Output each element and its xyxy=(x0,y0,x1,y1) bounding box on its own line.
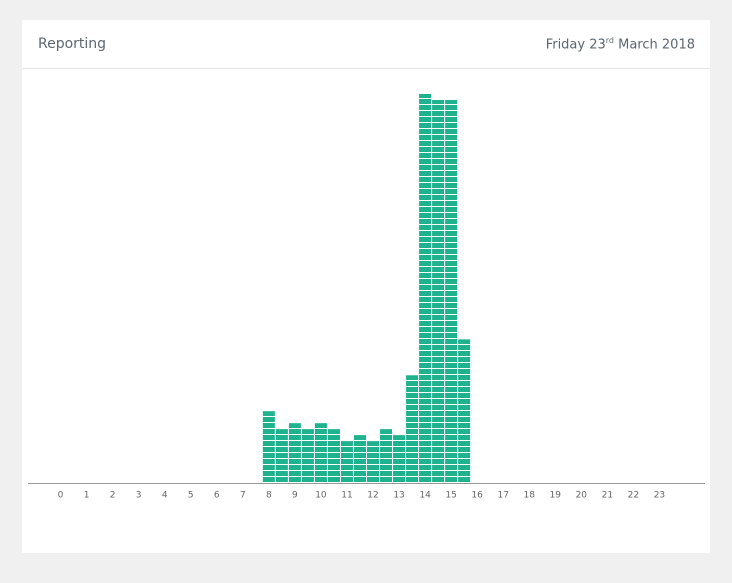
date-month-year: March 2018 xyxy=(618,37,695,53)
x-tick-label: 2 xyxy=(110,491,116,501)
x-tick-label: 0 xyxy=(58,491,64,501)
bar xyxy=(262,411,275,483)
bar xyxy=(353,435,366,483)
x-tick-label: 19 xyxy=(550,491,562,501)
x-tick-label: 7 xyxy=(240,491,246,501)
x-tick-label: 11 xyxy=(341,491,352,501)
x-tick-label: 23 xyxy=(654,491,665,501)
x-tick-label: 15 xyxy=(445,491,456,501)
x-tick-label: 3 xyxy=(136,491,142,501)
x-tick-label: 18 xyxy=(524,491,536,501)
x-tick-label: 16 xyxy=(471,491,483,501)
x-tick-label: 10 xyxy=(315,491,327,501)
x-tick-label: 22 xyxy=(628,491,639,501)
x-tick-label: 8 xyxy=(266,491,272,501)
x-tick-label: 21 xyxy=(602,491,613,501)
bar xyxy=(445,99,458,483)
bar xyxy=(380,429,393,483)
x-tick-label: 5 xyxy=(188,491,194,501)
date: Friday 23rd March 2018 xyxy=(546,36,695,52)
bar xyxy=(288,423,301,483)
x-tick-label: 12 xyxy=(367,491,378,501)
x-tick-label: 13 xyxy=(393,491,404,501)
card-header: Reporting Friday 23rd March 2018 xyxy=(22,20,710,69)
date-ordinal: rd xyxy=(605,35,614,45)
x-tick-label: 20 xyxy=(576,491,588,501)
x-tick-label: 4 xyxy=(162,491,168,501)
bar xyxy=(275,429,288,483)
bar xyxy=(327,429,340,483)
card: Reporting Friday 23rd March 2018 xyxy=(22,20,710,553)
bar xyxy=(432,99,445,483)
date-day: Friday 23 xyxy=(545,37,606,53)
bar xyxy=(393,435,406,483)
bar xyxy=(340,441,353,483)
bar xyxy=(406,375,419,483)
bar xyxy=(419,94,432,483)
bar xyxy=(301,429,314,483)
x-tick-label: 14 xyxy=(419,491,431,501)
x-tick-label: 1 xyxy=(84,491,90,501)
x-tick-label: 6 xyxy=(214,491,220,501)
card-title: Reporting xyxy=(38,36,107,52)
x-tick-label: 9 xyxy=(292,491,298,501)
bar xyxy=(314,423,327,483)
x-tick-label: 17 xyxy=(497,491,508,501)
bar xyxy=(458,339,471,483)
bar xyxy=(367,441,380,483)
